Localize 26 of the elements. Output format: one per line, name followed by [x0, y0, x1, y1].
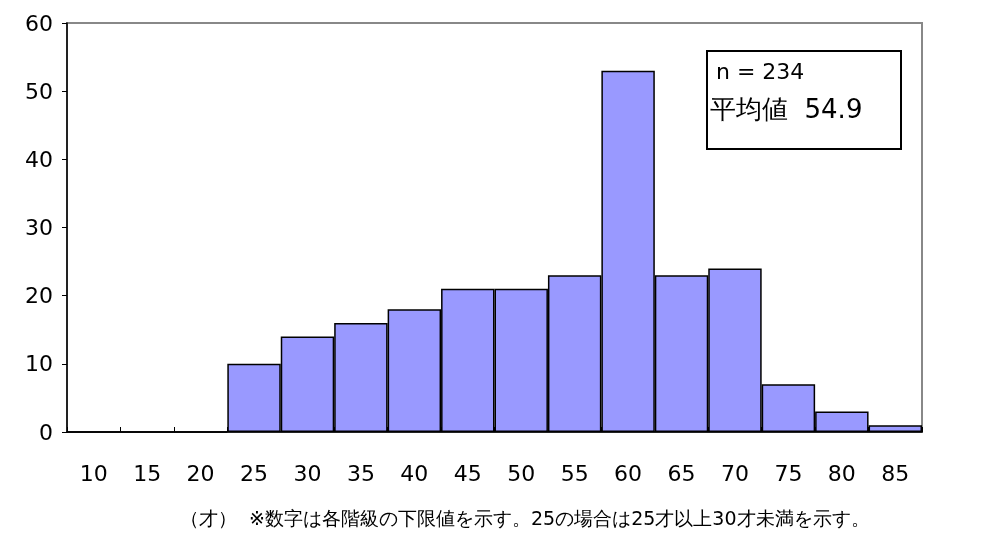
y-tick-label: 10	[25, 351, 53, 377]
x-tick-label: 40	[400, 460, 429, 486]
x-tick-label: 35	[346, 460, 375, 486]
y-tick-label: 20	[25, 283, 53, 309]
x-tick-label: 55	[560, 460, 589, 486]
y-tick-label: 40	[25, 146, 53, 172]
x-tick-label: 20	[186, 460, 215, 486]
x-tick-label: 50	[507, 460, 536, 486]
x-tick-label: 30	[293, 460, 322, 486]
x-tick-label: 25	[240, 460, 269, 486]
x-tick-label: 10	[79, 460, 108, 486]
annotation: 平均値 54.9	[710, 94, 863, 124]
y-tick-label: 50	[25, 78, 53, 104]
x-tick-label: 65	[667, 460, 696, 486]
text: （才） ※数字は各階級の下限値を示す。25の場合は25才以上30才未満を示す。	[180, 506, 870, 529]
y-tick-label: 30	[25, 215, 53, 240]
x-tick-label: 15	[133, 460, 162, 486]
annotation: n = 234	[716, 58, 805, 84]
x-tick-label: 60	[614, 460, 643, 486]
y-tick-label: 60	[25, 10, 53, 36]
y-tick-label: 0	[39, 419, 53, 445]
x-tick-label: 45	[453, 460, 482, 486]
x-tick-label: 70	[720, 460, 749, 486]
x-tick-label: 75	[774, 460, 803, 486]
x-tick-label: 85	[881, 460, 910, 486]
x-tick-label: 80	[827, 460, 856, 486]
